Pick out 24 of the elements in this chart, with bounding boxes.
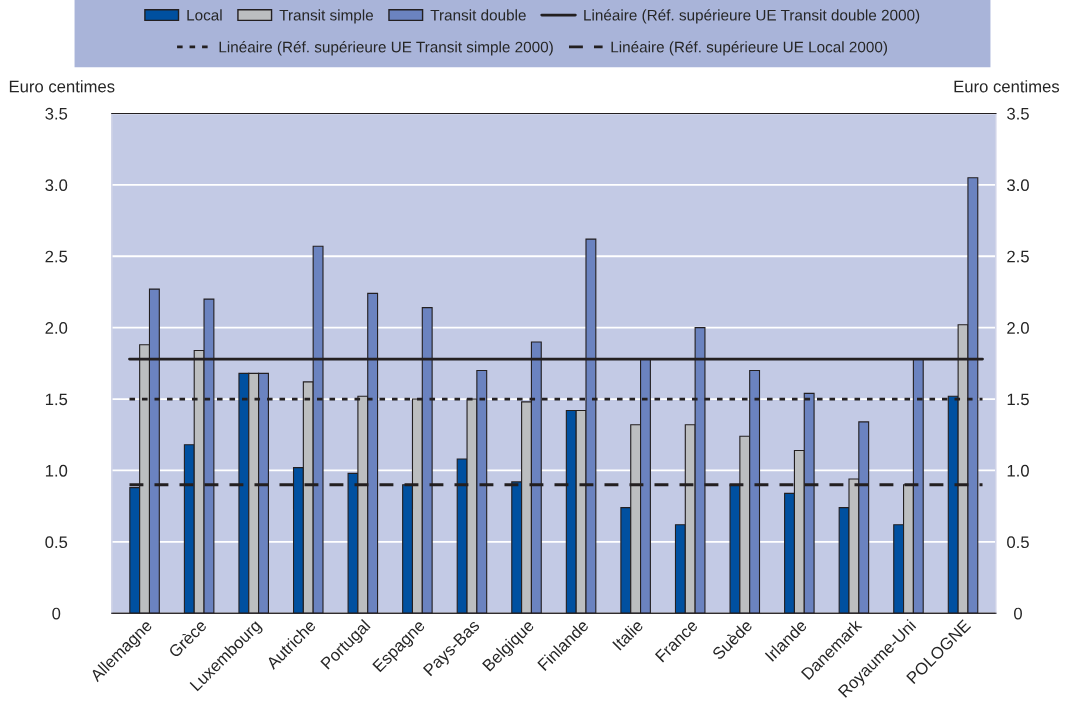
legend-label: Transit double [430, 9, 526, 21]
y-axis-title: Euro centimes [9, 80, 115, 93]
legend-label: Transit simple [279, 9, 374, 24]
y2-tick-label: 1.0 [1007, 464, 1029, 477]
y-tick-label: 1.5 [45, 393, 68, 406]
y-tick-label: 2.0 [45, 322, 68, 334]
y2-tick-label: 1.5 [1007, 393, 1029, 406]
legend-label: Linéaire (Réf. supérieure UE Transit double 2000) [584, 9, 920, 24]
y2-axis-title: Euro centimes [954, 80, 1060, 93]
y2-tick-label: 2.0 [1007, 322, 1029, 334]
y-tick-label: 3.0 [45, 179, 68, 192]
y2-tick-label: 0 [1014, 607, 1022, 620]
y-tick-label: 1.0 [45, 464, 68, 477]
legend-label: Linéaire (Réf. supérieure UE Local 2000) [611, 41, 887, 56]
y2-tick-label: 2.5 [1007, 250, 1029, 263]
y2-tick-label: 3.5 [1007, 107, 1029, 120]
y2-tick-label: 0.5 [1007, 536, 1029, 549]
legend-label: Local [187, 9, 222, 21]
y2-tick-label: 3.0 [1007, 179, 1029, 192]
y-tick-label: 0.5 [45, 536, 68, 549]
y-tick-label: 3.5 [45, 107, 68, 120]
legend-label: Linéaire (Réf. supérieure UE Transit simple 2000) [219, 41, 553, 56]
y-tick-label: 0 [52, 607, 61, 620]
y-tick-label: 2.5 [45, 250, 68, 263]
